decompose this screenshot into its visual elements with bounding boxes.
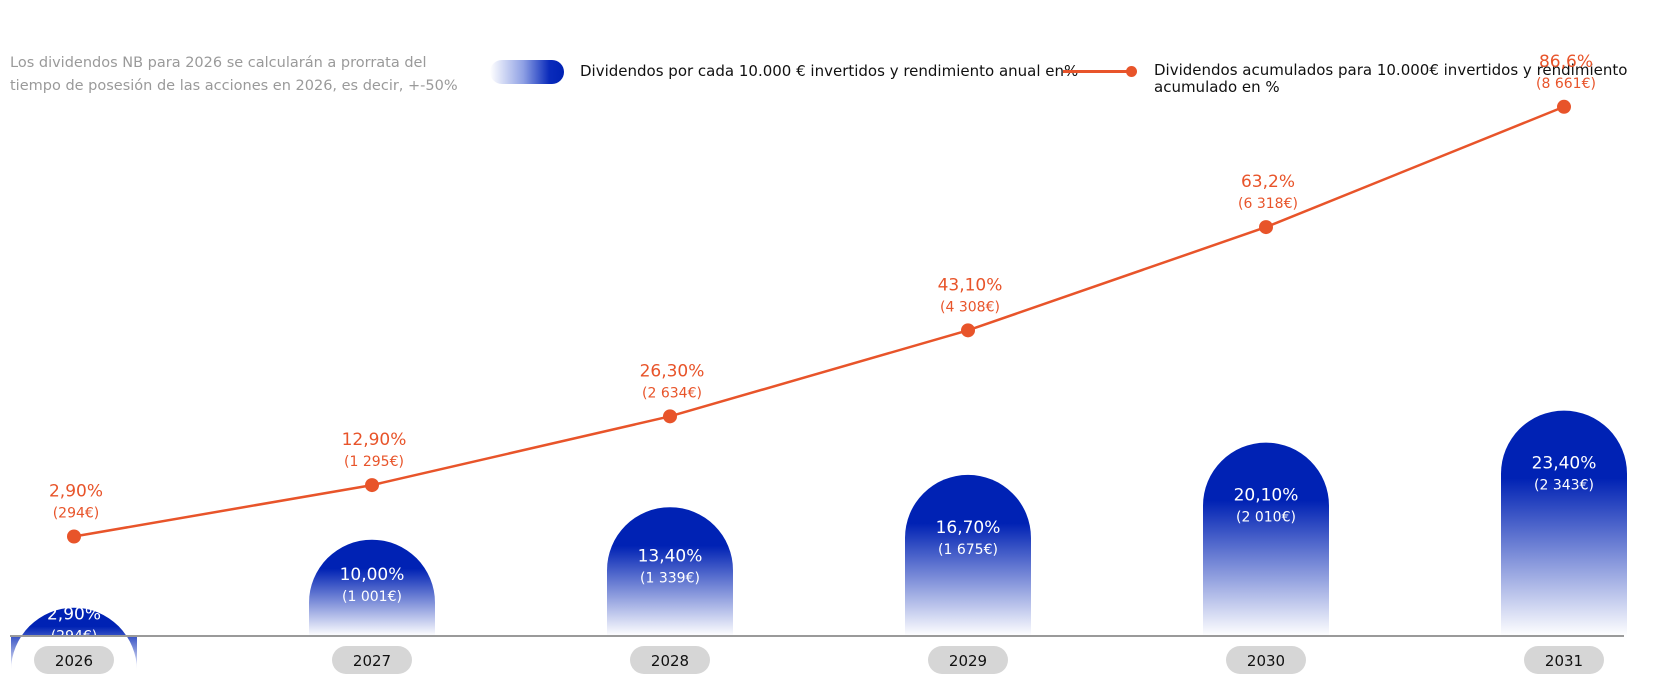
x-tick-label: 2028	[651, 652, 689, 670]
year-pill	[1226, 646, 1306, 674]
bar-label-pct: 13,40%	[638, 546, 703, 566]
legend-bars-label: Dividendos por cada 10.000 € invertidos …	[580, 62, 1079, 80]
x-tick-label: 2027	[353, 652, 391, 670]
year-pill	[34, 646, 114, 674]
bar-label-eur: (2 010€)	[1236, 510, 1296, 526]
bar	[905, 474, 1031, 636]
line-point	[1259, 220, 1273, 235]
year-pill	[928, 646, 1008, 674]
line-label-pct: 63,2%	[1241, 172, 1295, 192]
bar	[607, 507, 733, 636]
line-point	[961, 323, 975, 338]
cumulative-line	[73, 105, 1565, 538]
line-label-pct: 12,90%	[342, 430, 407, 450]
x-tick-label: 2026	[55, 652, 93, 670]
bar-label-eur: (1 001€)	[342, 589, 402, 605]
line-label-pct: 2,90%	[49, 482, 103, 502]
line-point	[1557, 99, 1571, 114]
x-tick-label: 2029	[949, 652, 987, 670]
line-label-eur: (8 661€)	[1536, 76, 1596, 92]
bar	[1501, 410, 1627, 636]
bar-label-eur: (1 339€)	[640, 570, 700, 586]
bar	[309, 539, 435, 636]
bar-label-pct: 23,40%	[1532, 454, 1597, 474]
bar-label-pct: 10,00%	[340, 565, 405, 585]
year-pill	[332, 646, 412, 674]
legend-line-label: Dividendos acumulados para 10.000€ inver…	[1154, 61, 1628, 96]
line-label-eur: (1 295€)	[344, 454, 404, 470]
line-label-pct: 86,6%	[1539, 52, 1593, 72]
bar	[1203, 442, 1329, 636]
x-tick-label: 2030	[1247, 652, 1285, 670]
line-label-eur: (2 634€)	[642, 385, 702, 401]
line-point	[67, 529, 81, 544]
x-tick-label: 2031	[1545, 652, 1583, 670]
line-label-eur: (4 308€)	[940, 299, 1000, 315]
year-pill	[630, 646, 710, 674]
legend-line-swatch	[1063, 70, 1133, 73]
line-label-eur: (294€)	[53, 506, 100, 522]
bar-label-pct: 20,10%	[1234, 486, 1299, 506]
line-point	[663, 409, 677, 424]
line-label-pct: 26,30%	[640, 361, 705, 381]
legend-bar-swatch	[490, 60, 564, 84]
line-label-eur: (6 318€)	[1238, 196, 1298, 212]
bar-label-pct: 16,70%	[936, 518, 1001, 538]
chart-note: Los dividendos NB para 2026 se calculará…	[10, 55, 458, 94]
line-label-pct: 43,10%	[938, 275, 1003, 295]
year-pill	[1524, 646, 1604, 674]
bar-label-eur: (1 675€)	[938, 542, 998, 558]
bar	[11, 607, 137, 671]
line-point	[365, 478, 379, 493]
legend-line-marker	[1126, 66, 1137, 77]
bar-label-eur: (2 343€)	[1534, 478, 1594, 494]
bar-label-pct: 2,90%	[47, 605, 101, 625]
